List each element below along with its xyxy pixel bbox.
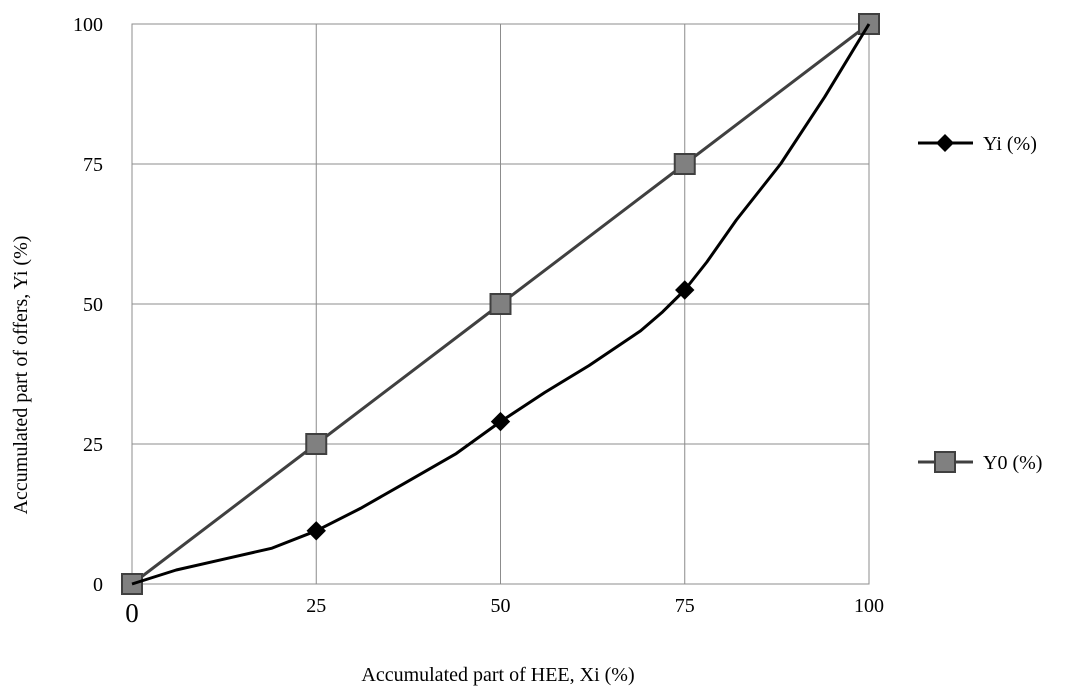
x-tick-label: 100 bbox=[854, 595, 884, 617]
data-point-square bbox=[673, 153, 696, 175]
y-tick-label: 100 bbox=[73, 14, 103, 36]
x-tick-label: 75 bbox=[675, 595, 695, 617]
legend-diamond-marker bbox=[936, 134, 954, 152]
series-yi bbox=[131, 23, 871, 586]
x-tick-label: 25 bbox=[306, 595, 326, 617]
x-tick-label: 50 bbox=[491, 595, 511, 617]
legend-square-marker bbox=[934, 451, 956, 473]
x-tick-label: 0 bbox=[125, 598, 139, 628]
x-axis-title: Accumulated part of HEE, Xi (%) bbox=[361, 664, 634, 686]
data-point-square bbox=[489, 293, 512, 315]
series-layer bbox=[121, 13, 880, 595]
legend-item-yi: Yi (%) bbox=[918, 133, 1037, 155]
y-tick-label: 75 bbox=[83, 154, 103, 176]
y-tick-label: 0 bbox=[93, 574, 103, 596]
y-axis-title: Accumulated part of offers, Yi (%) bbox=[10, 236, 32, 515]
series-line-yi bbox=[131, 23, 871, 586]
x-axis-ticks: 0 25 50 75 100 bbox=[125, 595, 884, 628]
legend: Yi (%) Y0 (%) bbox=[918, 133, 1042, 474]
legend-item-y0: Y0 (%) bbox=[918, 451, 1042, 474]
y-axis-ticks: 0 25 50 75 100 bbox=[73, 14, 103, 596]
data-point-square bbox=[305, 433, 328, 455]
y-tick-label: 50 bbox=[83, 294, 103, 316]
series-y0 bbox=[121, 13, 880, 595]
legend-label-yi: Yi (%) bbox=[983, 133, 1037, 155]
data-point-diamond bbox=[306, 521, 326, 541]
data-point-diamond bbox=[490, 411, 511, 432]
legend-label-y0: Y0 (%) bbox=[983, 452, 1042, 474]
data-point-diamond bbox=[675, 280, 695, 300]
y-tick-label: 25 bbox=[83, 434, 103, 456]
